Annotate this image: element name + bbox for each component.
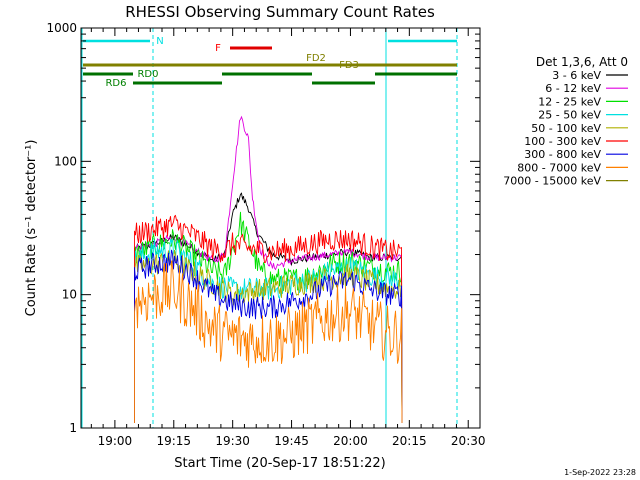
flag-label-fd3: FD3 [339, 60, 359, 71]
y-tick-label: 100 [54, 154, 77, 168]
x-tick-label: 20:00 [333, 434, 368, 448]
flag-label-rd6: RD6 [105, 78, 126, 89]
series-line-4 [134, 249, 403, 424]
legend-label: 50 - 100 keV [531, 122, 601, 135]
x-axis-label: Start Time (20-Sep-17 18:51:22) [174, 456, 385, 471]
flag-label-fd2: FD2 [306, 53, 326, 64]
chart-title: RHESSI Observing Summary Count Rates [125, 3, 435, 21]
legend-label: 25 - 50 keV [538, 109, 601, 122]
plot-area: N F FD2 FD3 RD0 RD6 [81, 28, 458, 428]
x-tick-label: 19:15 [156, 434, 191, 448]
flag-label-f: F [215, 43, 221, 54]
plot-frame [80, 27, 481, 429]
y-tick-label: 1 [69, 421, 77, 435]
legend-label: 6 - 12 keV [545, 82, 601, 95]
legend-label: 800 - 7000 keV [517, 161, 601, 174]
axes: 19:00 19:15 19:30 19:45 20:00 20:15 20:30 1 10 10… [46, 21, 485, 448]
x-tick-label: 20:15 [392, 434, 427, 448]
legend-title: Det 1,3,6, Att 0 [536, 55, 628, 69]
legend-label: 7000 - 15000 keV [503, 175, 601, 188]
legend-label: 3 - 6 keV [552, 69, 601, 82]
legend-label: 300 - 800 keV [524, 148, 601, 161]
y-tick-label: 10 [62, 288, 77, 302]
series-line-5 [134, 214, 403, 424]
y-tick-label: 1000 [46, 21, 77, 35]
x-tick-label: 19:30 [215, 434, 250, 448]
series-line-6 [134, 249, 403, 424]
legend-label: 12 - 25 keV [538, 95, 601, 108]
x-tick-label: 20:30 [451, 434, 486, 448]
footer-date: 1-Sep-2022 23:28 [564, 468, 636, 477]
x-tick-label: 19:45 [274, 434, 309, 448]
y-axis-label: Count Rate (s⁻¹ detector⁻¹) [24, 140, 39, 317]
legend-label: 100 - 300 keV [524, 135, 601, 148]
x-tick-label: 19:00 [98, 434, 133, 448]
series-line-7 [134, 260, 403, 424]
series-line-1 [134, 115, 403, 424]
flag-label-n: N [156, 36, 163, 47]
flag-label-rd0: RD0 [137, 69, 158, 80]
series-line-3 [134, 238, 403, 424]
